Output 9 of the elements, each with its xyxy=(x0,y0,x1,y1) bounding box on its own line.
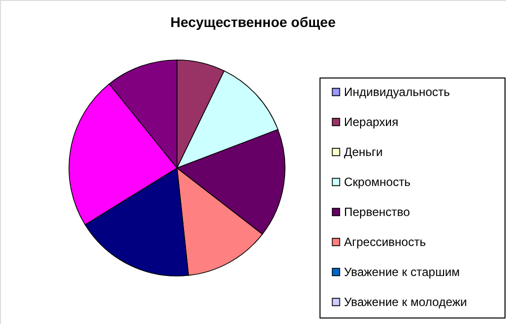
legend-label: Деньги xyxy=(344,145,383,159)
legend-label: Уважение к старшим xyxy=(344,265,460,279)
legend-label: Индивидуальность xyxy=(344,85,450,99)
legend-label: Первенство xyxy=(344,205,410,219)
legend-label: Агрессивность xyxy=(344,235,426,249)
legend-label: Иерархия xyxy=(344,115,398,129)
chart-title: Несущественное общее xyxy=(170,14,336,30)
legend-label: Уважение к молодежи xyxy=(344,295,467,309)
legend-label: Скромность xyxy=(344,175,411,189)
